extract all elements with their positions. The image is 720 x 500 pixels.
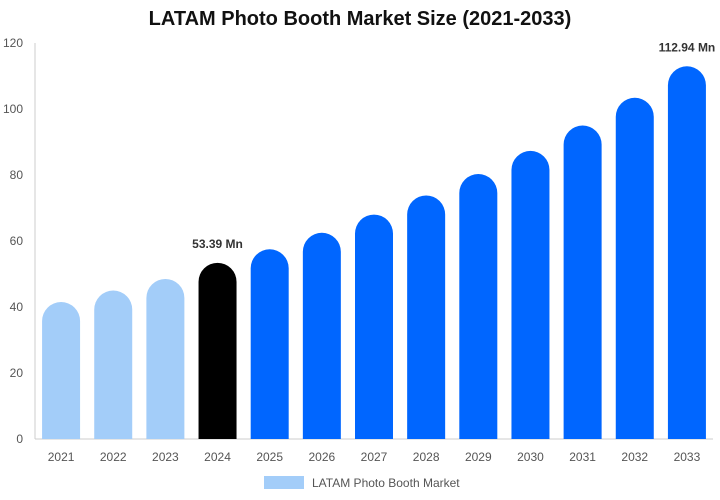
y-tick-label: 20: [10, 366, 24, 380]
y-tick-label: 60: [10, 234, 24, 248]
x-tick-label: 2021: [48, 450, 75, 464]
y-tick-label: 40: [10, 300, 24, 314]
x-tick-label: 2022: [100, 450, 127, 464]
x-tick-label: 2023: [152, 450, 179, 464]
bar: [198, 262, 237, 439]
bar: [42, 302, 81, 439]
x-tick-label: 2028: [413, 450, 440, 464]
x-tick-label: 2024: [204, 450, 231, 464]
data-label: 112.94 Mn: [659, 40, 716, 54]
y-tick-label: 100: [3, 102, 23, 116]
legend-label: LATAM Photo Booth Market: [312, 476, 460, 490]
bar: [407, 195, 446, 439]
x-tick-label: 2025: [256, 450, 283, 464]
bar: [355, 214, 393, 439]
data-label: 53.39 Mn: [192, 237, 243, 251]
x-tick-label: 2029: [465, 450, 492, 464]
bar: [563, 125, 602, 439]
bar: [615, 97, 654, 439]
chart-title: LATAM Photo Booth Market Size (2021-2033…: [148, 8, 572, 30]
bar: [667, 66, 706, 439]
bar: [94, 290, 133, 439]
bar: [459, 174, 498, 439]
bar: [250, 249, 289, 439]
bar: [146, 278, 185, 439]
x-tick-label: 2031: [569, 450, 596, 464]
y-tick-label: 0: [16, 432, 23, 446]
x-tick-label: 2030: [517, 450, 544, 464]
x-tick-label: 2033: [674, 450, 701, 464]
y-tick-label: 120: [3, 36, 23, 50]
x-tick-label: 2026: [308, 450, 335, 464]
legend-swatch: [264, 476, 304, 489]
y-tick-label: 80: [10, 168, 24, 182]
x-tick-label: 2027: [361, 450, 388, 464]
x-tick-label: 2032: [621, 450, 648, 464]
bar: [511, 150, 550, 439]
bar: [302, 232, 341, 439]
